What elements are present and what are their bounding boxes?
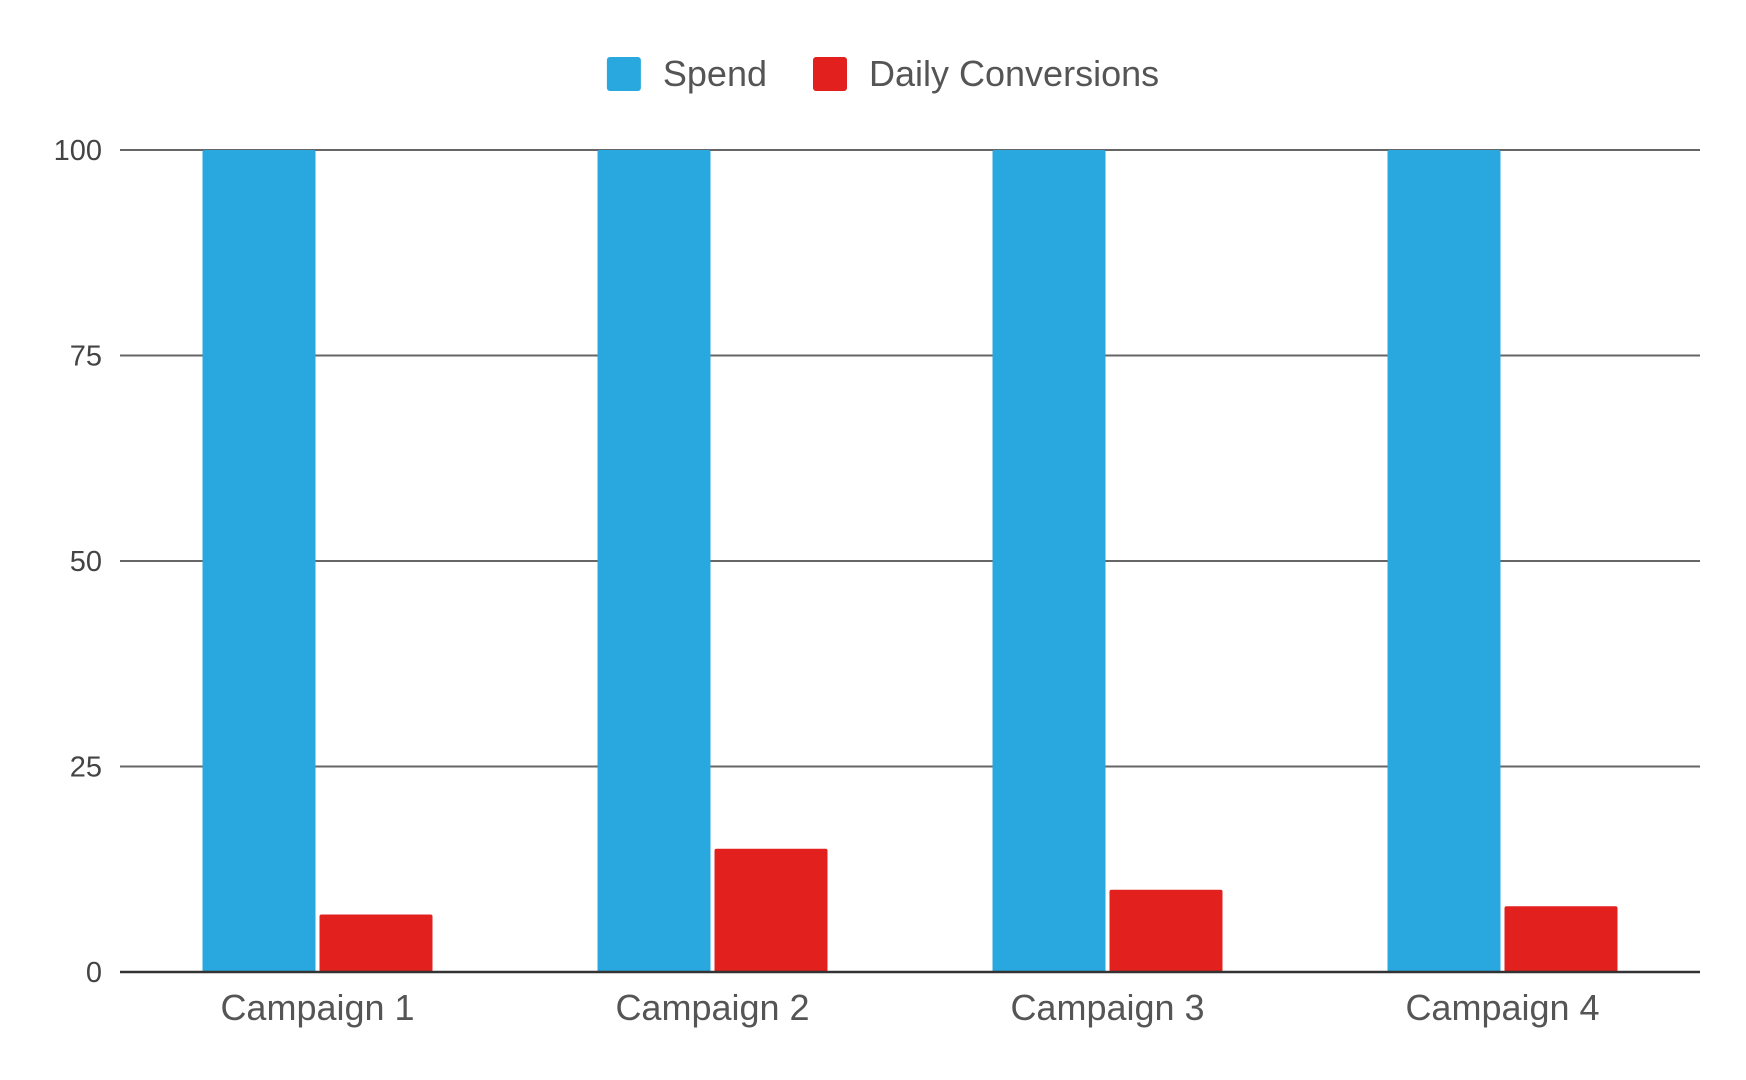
x-tick-label: Campaign 3	[1010, 987, 1204, 1028]
bars	[202, 150, 1618, 972]
y-tick-label: 0	[86, 957, 102, 989]
bar-daily-conversions-2[interactable]	[714, 848, 828, 972]
legend-item-spend[interactable]: Spend	[606, 53, 767, 94]
legend-swatch	[606, 57, 641, 91]
y-tick-label: 25	[70, 752, 102, 784]
bar-daily-conversions-3[interactable]	[1109, 889, 1223, 972]
x-tick-label: Campaign 1	[220, 987, 414, 1028]
legend-label: Spend	[663, 53, 767, 94]
legend-label: Daily Conversions	[869, 53, 1159, 94]
x-axis-labels: Campaign 1 Campaign 2 Campaign 3 Campaign 4	[220, 987, 1599, 1028]
bar-spend-1[interactable]	[202, 150, 316, 972]
legend: Spend Daily Conversions	[606, 53, 1159, 94]
legend-item-daily-conversions[interactable]: Daily Conversions	[813, 53, 1159, 94]
y-tick-label: 100	[54, 135, 102, 167]
bar-spend-2[interactable]	[597, 150, 711, 972]
legend-swatch	[813, 57, 847, 91]
bar-spend-3[interactable]	[992, 150, 1106, 972]
y-tick-label: 75	[70, 341, 102, 373]
bar-daily-conversions-4[interactable]	[1504, 906, 1618, 972]
bar-daily-conversions-1[interactable]	[319, 914, 433, 972]
y-axis-ticks: 0 25 50 75 100	[54, 135, 102, 989]
y-tick-label: 50	[70, 546, 102, 578]
x-tick-label: Campaign 4	[1405, 987, 1599, 1028]
x-tick-label: Campaign 2	[615, 987, 809, 1028]
bar-spend-4[interactable]	[1387, 150, 1501, 972]
